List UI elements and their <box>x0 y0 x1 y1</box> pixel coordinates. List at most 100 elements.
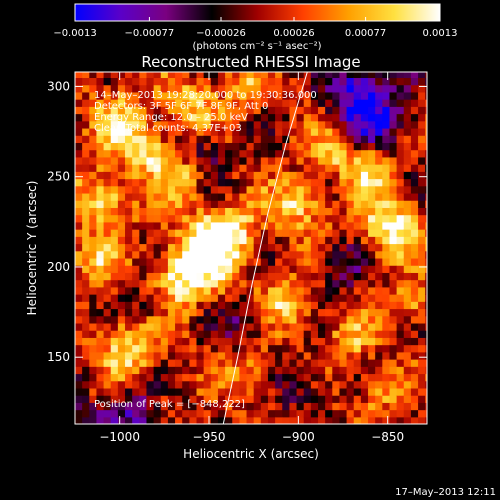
heatmap-cell <box>132 77 140 86</box>
heatmap-cell <box>375 337 383 346</box>
heatmap-cell <box>332 149 341 158</box>
heatmap-cell <box>275 77 283 86</box>
heatmap-cell <box>346 315 355 324</box>
heatmap-cell <box>132 416 140 424</box>
heatmap-cell <box>410 366 419 375</box>
heatmap-cell <box>239 315 248 324</box>
heatmap-cell <box>310 142 319 151</box>
heatmap-cell <box>217 395 226 403</box>
heatmap-cell <box>225 301 233 310</box>
heatmap-cell <box>360 243 369 252</box>
heatmap-cell <box>267 279 276 288</box>
heatmap-cell <box>410 106 419 115</box>
heatmap-cell <box>318 221 326 230</box>
heatmap-cell <box>403 380 412 389</box>
heatmap-cell <box>239 380 248 389</box>
heatmap-cell <box>418 164 426 172</box>
heatmap-cell <box>132 351 140 360</box>
heatmap-cell <box>410 236 419 245</box>
heatmap-cell <box>282 200 291 208</box>
heatmap-cell <box>160 221 169 230</box>
heatmap-cell <box>353 344 362 353</box>
heatmap-cell <box>389 272 398 281</box>
heatmap-cell <box>425 171 427 180</box>
heatmap-cell <box>403 257 412 266</box>
heatmap-cell <box>75 380 83 389</box>
heatmap-cell <box>275 366 283 375</box>
heatmap-cell <box>303 77 312 86</box>
heatmap-cell <box>346 72 355 79</box>
heatmap-cell <box>75 344 83 353</box>
heatmap-cell <box>260 395 269 403</box>
heatmap-cell <box>132 344 140 353</box>
heatmap-cell <box>353 366 362 375</box>
heatmap-cell <box>75 149 83 158</box>
heatmap-cell <box>153 171 162 180</box>
heatmap-cell <box>253 395 262 403</box>
heatmap-cell <box>289 171 298 180</box>
heatmap-cell <box>346 135 355 143</box>
heatmap-cell <box>375 315 383 324</box>
heatmap-cell <box>325 113 333 122</box>
heatmap-cell <box>203 416 212 424</box>
heatmap-cell <box>282 149 291 158</box>
heatmap-cell <box>353 409 362 418</box>
heatmap-cell <box>425 294 427 302</box>
heatmap-cell <box>232 272 240 281</box>
heatmap-cell <box>82 113 90 122</box>
heatmap-cell <box>182 272 190 281</box>
heatmap-cell <box>332 113 341 122</box>
solar-limb-line <box>222 72 308 424</box>
heatmap-cell <box>75 359 83 367</box>
heatmap-cell <box>203 315 212 324</box>
heatmap-cell <box>139 221 148 230</box>
heatmap-cell <box>217 91 226 100</box>
heatmap-cell <box>389 250 398 259</box>
heatmap-cell <box>132 99 140 107</box>
heatmap-cell <box>210 322 219 331</box>
heatmap-cell <box>110 265 119 273</box>
heatmap-cell <box>189 236 198 245</box>
heatmap-cell <box>189 192 198 201</box>
heatmap-cell <box>267 243 276 252</box>
heatmap-cell <box>289 308 298 317</box>
heatmap-cell <box>246 395 255 403</box>
heatmap-cell <box>418 127 426 136</box>
heatmap-cell <box>167 142 176 151</box>
heatmap-cell <box>239 402 248 411</box>
heatmap-cell <box>339 344 348 353</box>
heatmap-cell <box>368 113 376 122</box>
heatmap-cell <box>389 330 398 338</box>
heatmap-cell <box>239 351 248 360</box>
heatmap-cell <box>182 72 190 79</box>
heatmap-cell <box>267 149 276 158</box>
heatmap-cell <box>275 72 283 79</box>
heatmap-cell <box>196 395 205 403</box>
heatmap-cell <box>275 351 283 360</box>
heatmap-cell <box>125 301 133 310</box>
heatmap-cell <box>310 229 319 237</box>
heatmap-cell <box>125 149 133 158</box>
heatmap-cell <box>410 214 419 223</box>
heatmap-cell <box>360 149 369 158</box>
heatmap-cell <box>217 84 226 93</box>
heatmap-cell <box>175 366 183 375</box>
heatmap-cell <box>246 149 255 158</box>
heatmap-cell <box>403 308 412 317</box>
heatmap-cell <box>75 77 83 86</box>
heatmap-cell <box>296 366 305 375</box>
heatmap-cell <box>368 395 376 403</box>
heatmap-cell <box>353 294 362 302</box>
heatmap-cell <box>282 229 291 237</box>
heatmap-cell <box>125 142 133 151</box>
heatmap-cell <box>396 265 405 273</box>
annotation-clean: Clean Total counts: 4.37E+03 <box>94 123 242 134</box>
heatmap-cell <box>196 214 205 223</box>
heatmap-cell <box>189 387 198 396</box>
heatmap-cell <box>346 395 355 403</box>
heatmap-cell <box>325 156 333 165</box>
heatmap-cell <box>217 250 226 259</box>
heatmap-cell <box>310 207 319 216</box>
heatmap-cell <box>189 359 198 367</box>
heatmap-cell <box>339 229 348 237</box>
